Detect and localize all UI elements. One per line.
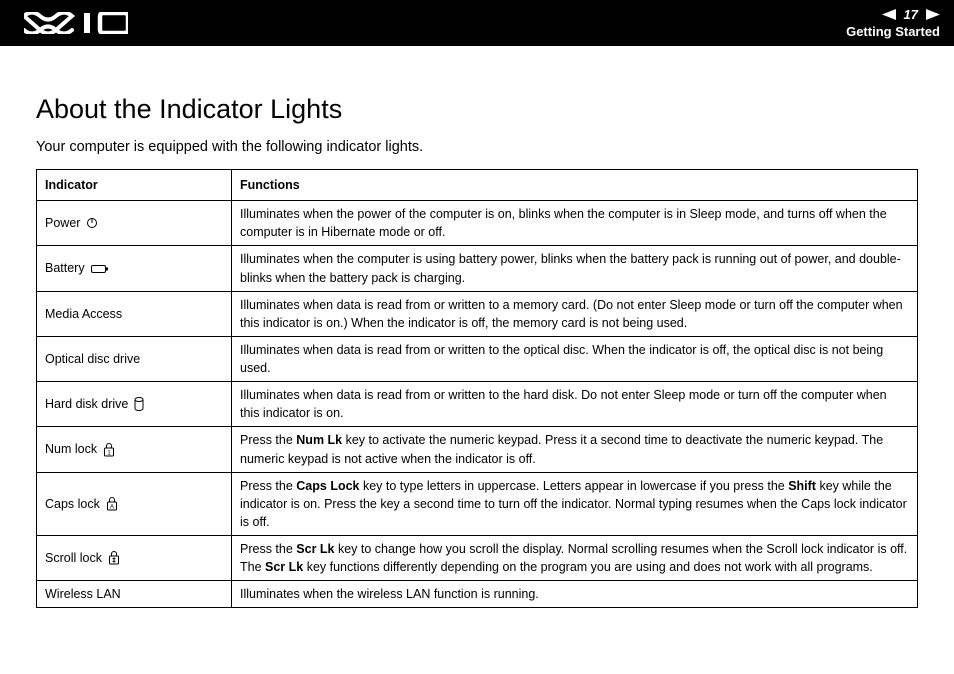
- indicator-label: Wireless LAN: [45, 585, 121, 603]
- function-cell: Illuminates when the computer is using b…: [232, 246, 918, 291]
- function-cell: Press the Num Lk key to activate the num…: [232, 427, 918, 472]
- table-row: Wireless LAN Illuminates when the wireles…: [37, 581, 918, 608]
- bold-key: Shift: [788, 479, 816, 493]
- indicator-label: Hard disk drive: [45, 395, 128, 413]
- indicator-label: Caps lock: [45, 495, 100, 513]
- indicator-label: Num lock: [45, 440, 97, 458]
- table-row: Media Access Illuminates when data is rea…: [37, 291, 918, 336]
- bold-key: Caps Lock: [296, 479, 359, 493]
- table-row: Battery Illuminates when the computer is …: [37, 246, 918, 291]
- indicator-label: Battery: [45, 259, 85, 277]
- battery-icon: [91, 264, 109, 274]
- header-right: 17 Getting Started: [846, 7, 940, 39]
- content-area: About the Indicator Lights Your computer…: [0, 46, 954, 628]
- svg-text:A: A: [110, 504, 114, 510]
- page-nav: 17: [882, 7, 940, 22]
- header-bar: 17 Getting Started: [0, 0, 954, 46]
- indicator-label: Power: [45, 214, 80, 232]
- power-icon: [86, 217, 98, 229]
- table-row: Power Illuminates when the power of the c…: [37, 201, 918, 246]
- indicator-cell: Scroll lock: [37, 536, 232, 581]
- indicator-cell: Caps lock A: [37, 472, 232, 535]
- function-cell: Illuminates when data is read from or wr…: [232, 336, 918, 381]
- numlock-icon: 1: [103, 443, 115, 457]
- bold-key: Scr Lk: [296, 542, 334, 556]
- indicator-cell: Optical disc drive: [37, 336, 232, 381]
- function-cell: Illuminates when the power of the comput…: [232, 201, 918, 246]
- indicator-cell: Wireless LAN: [37, 581, 232, 608]
- indicator-cell: Battery: [37, 246, 232, 291]
- vaio-logo: [24, 12, 128, 34]
- page-number: 17: [904, 7, 918, 22]
- table-row: Num lock 1 Press the Num Lk key to activat…: [37, 427, 918, 472]
- col-header-functions: Functions: [232, 170, 918, 201]
- indicator-cell: Media Access: [37, 291, 232, 336]
- bold-key: Num Lk: [296, 433, 342, 447]
- indicator-label: Optical disc drive: [45, 350, 140, 368]
- hdd-icon: [134, 397, 144, 411]
- function-cell: Illuminates when data is read from or wr…: [232, 291, 918, 336]
- table-row: Caps lock A Press the Caps Lock key to typ…: [37, 472, 918, 535]
- function-cell: Illuminates when data is read from or wr…: [232, 382, 918, 427]
- indicator-cell: Num lock 1: [37, 427, 232, 472]
- function-cell: Illuminates when the wireless LAN functi…: [232, 581, 918, 608]
- function-cell: Press the Scr Lk key to change how you s…: [232, 536, 918, 581]
- capslock-icon: A: [106, 497, 118, 511]
- table-row: Optical disc drive Illuminates when data …: [37, 336, 918, 381]
- intro-text: Your computer is equipped with the follo…: [36, 139, 918, 155]
- table-header-row: Indicator Functions: [37, 170, 918, 201]
- table-row: Scroll lock Press the Scr Lk key to chang…: [37, 536, 918, 581]
- indicator-table: Indicator Functions Power Illuminates whe…: [36, 169, 918, 608]
- indicator-cell: Hard disk drive: [37, 382, 232, 427]
- section-name: Getting Started: [846, 24, 940, 39]
- indicator-label: Scroll lock: [45, 549, 102, 567]
- col-header-indicator: Indicator: [37, 170, 232, 201]
- indicator-label: Media Access: [45, 305, 122, 323]
- table-row: Hard disk drive Illuminates when data is …: [37, 382, 918, 427]
- next-page-arrow[interactable]: [926, 9, 940, 20]
- prev-page-arrow[interactable]: [882, 9, 896, 20]
- function-cell: Press the Caps Lock key to type letters …: [232, 472, 918, 535]
- scrolllock-icon: [108, 551, 120, 565]
- bold-key: Scr Lk: [265, 560, 303, 574]
- indicator-cell: Power: [37, 201, 232, 246]
- page-title: About the Indicator Lights: [36, 94, 918, 125]
